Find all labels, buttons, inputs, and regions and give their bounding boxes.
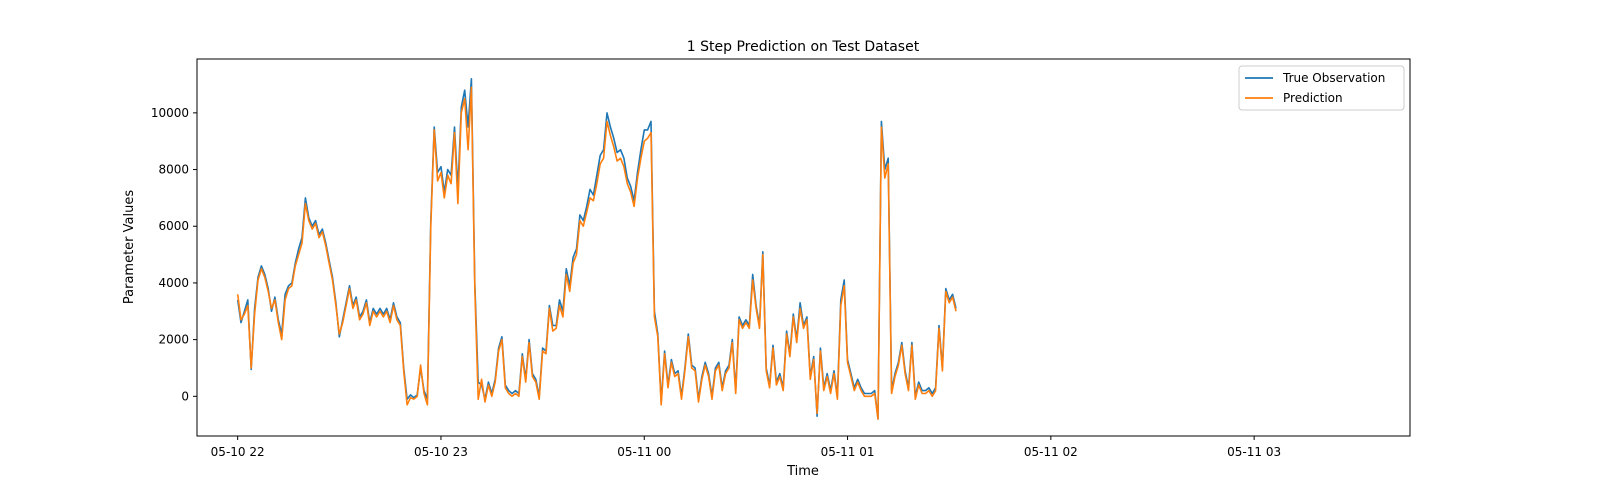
x-tick-label: 05-11 02: [1024, 445, 1078, 459]
x-tick-label: 05-10 22: [211, 445, 265, 459]
series-line-prediction: [236, 86, 957, 420]
y-tick-label: 0: [181, 389, 189, 403]
legend-label-true-observation: True Observation: [1282, 71, 1385, 85]
y-tick-label: 10000: [151, 106, 189, 120]
y-axis: 0 2000 4000 6000 8000 10000: [151, 106, 197, 403]
chart-title: 1 Step Prediction on Test Dataset: [687, 39, 920, 55]
legend-box: [1238, 65, 1405, 111]
series-layer: [236, 78, 957, 420]
legend-label-prediction: Prediction: [1283, 91, 1343, 105]
y-axis-label: Parameter Values: [122, 190, 137, 304]
legend: True Observation Prediction: [1238, 65, 1405, 111]
x-axis-label: Time: [786, 464, 819, 479]
x-axis: 05-10 22 05-10 23 05-11 00 05-11 01 05-11 02…: [211, 436, 1281, 459]
y-tick-label: 2000: [158, 333, 189, 347]
y-tick-label: 6000: [158, 219, 189, 233]
x-tick-label: 05-11 00: [617, 445, 671, 459]
axes-frame: [196, 58, 1411, 437]
y-tick-label: 8000: [158, 163, 189, 177]
x-tick-label: 05-10 23: [414, 445, 468, 459]
plot-area: [196, 58, 1411, 437]
x-tick-label: 05-11 03: [1227, 445, 1281, 459]
x-tick-label: 05-11 01: [821, 445, 875, 459]
y-tick-label: 4000: [158, 276, 189, 290]
